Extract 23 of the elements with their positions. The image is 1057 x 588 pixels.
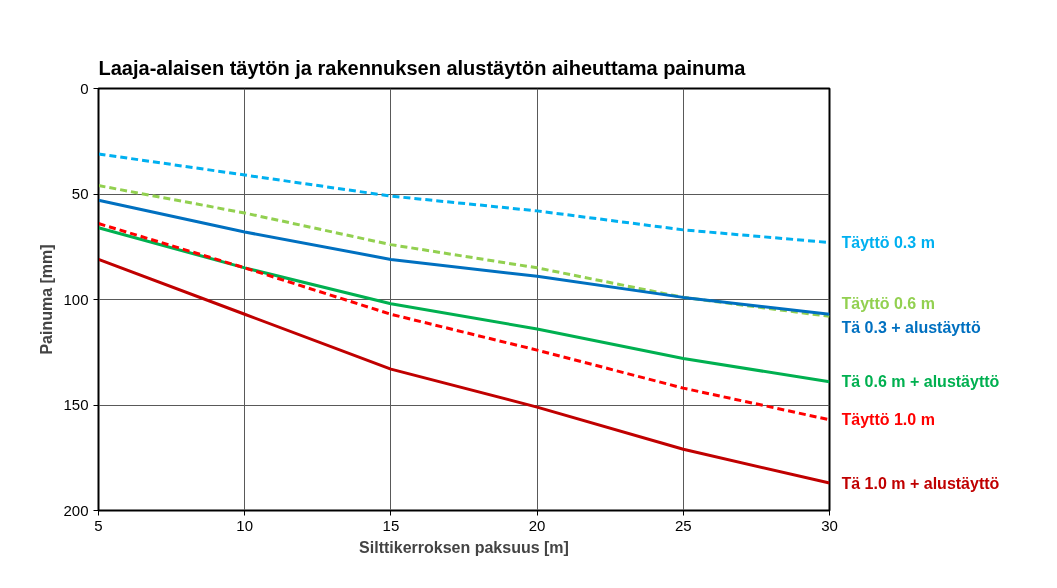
line-series bbox=[98, 257, 830, 485]
line-series bbox=[98, 222, 830, 422]
chart-title: Laaja-alaisen täytön ja rakennuksen alustäytön aiheuttama painuma bbox=[98, 56, 747, 79]
x-tick-label: 10 bbox=[236, 516, 254, 534]
series-label: Tä 1.0 m + alustäyttö bbox=[841, 474, 1000, 492]
y-tick-label: 100 bbox=[63, 290, 89, 308]
series-label: Täyttö 0.3 m bbox=[841, 234, 935, 252]
series-label: Täyttö 1.0 m bbox=[841, 411, 935, 429]
line-series bbox=[98, 226, 830, 384]
y-tick-label: 50 bbox=[71, 185, 89, 202]
y-axis-title: Painuma [mm] bbox=[38, 244, 56, 355]
x-axis-title: Silttikerroksen paksuus [m] bbox=[359, 538, 569, 556]
y-tick-label: 150 bbox=[63, 396, 89, 413]
x-tick-label: 30 bbox=[821, 516, 838, 534]
x-tick-label: 5 bbox=[94, 516, 103, 534]
series-label: Tä 0.6 m + alustäyttö bbox=[841, 373, 1000, 391]
x-tick-label: 15 bbox=[382, 516, 400, 534]
series-label: Tä 0.3 + alustäyttö bbox=[841, 318, 981, 336]
y-tick-label: 0 bbox=[80, 79, 89, 97]
series-label: Täyttö 0.6 m bbox=[841, 294, 935, 312]
x-tick-label: 25 bbox=[674, 516, 692, 534]
y-tick-label: 200 bbox=[63, 501, 89, 519]
x-tick-label: 20 bbox=[528, 516, 546, 534]
